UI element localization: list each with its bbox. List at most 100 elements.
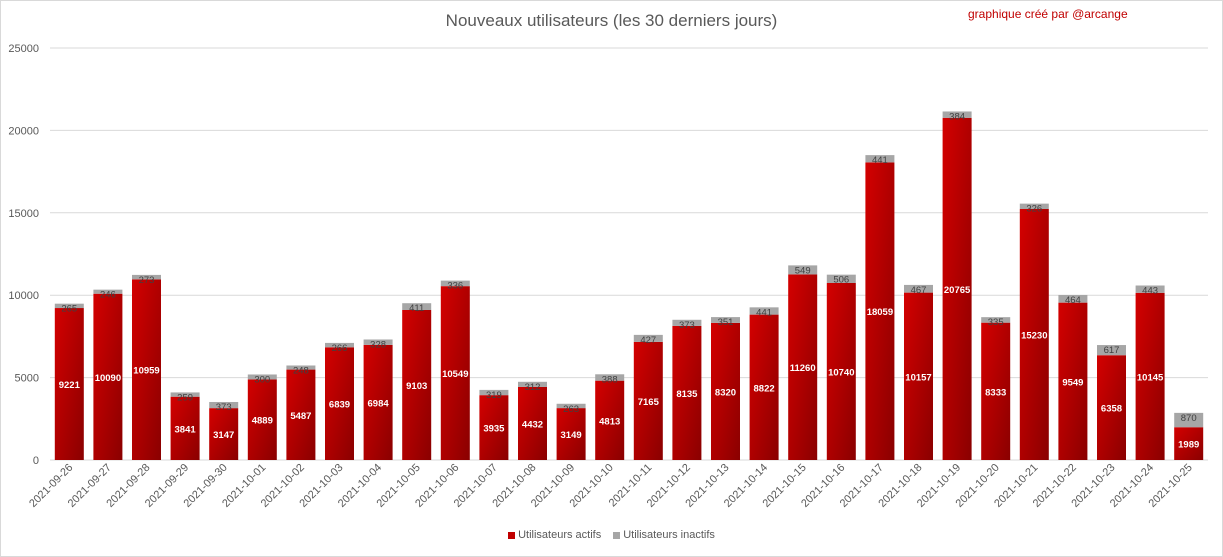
bar-inactifs xyxy=(247,374,277,380)
legend-swatch xyxy=(508,531,516,539)
data-label-inactifs: 464 xyxy=(1065,295,1081,306)
bar-inactifs xyxy=(1135,285,1165,293)
data-label-inactifs: 411 xyxy=(409,303,424,314)
data-label-inactifs: 265 xyxy=(61,304,77,315)
data-label-actifs: 8320 xyxy=(715,387,736,398)
bar-actifs xyxy=(1019,209,1049,460)
data-label-inactifs: 617 xyxy=(1104,345,1120,356)
data-label-inactifs: 336 xyxy=(447,281,463,292)
bar-actifs xyxy=(595,380,625,460)
data-label-actifs: 1989 xyxy=(1178,440,1199,451)
data-label-actifs: 4889 xyxy=(252,416,273,427)
data-label-actifs: 3149 xyxy=(561,430,582,441)
bar-actifs xyxy=(363,344,393,460)
legend-swatch xyxy=(613,531,621,539)
bar-actifs xyxy=(556,408,586,460)
bar-actifs xyxy=(247,379,277,460)
bar-inactifs xyxy=(788,265,818,275)
bar-inactifs xyxy=(1058,294,1088,303)
bar-inactifs xyxy=(595,374,625,381)
bar-actifs xyxy=(402,309,432,460)
data-label-actifs: 6358 xyxy=(1101,404,1122,415)
data-label-inactifs: 328 xyxy=(370,339,386,350)
data-label-actifs: 20765 xyxy=(944,285,971,296)
bar-inactifs xyxy=(1174,412,1204,428)
data-label-inactifs: 300 xyxy=(254,374,270,385)
bar-inactifs xyxy=(170,392,200,397)
data-label-actifs: 8333 xyxy=(985,387,1006,398)
data-label-inactifs: 467 xyxy=(911,285,927,296)
data-label-inactifs: 319 xyxy=(486,390,502,401)
bar-actifs xyxy=(440,286,470,460)
bar-actifs xyxy=(93,293,123,460)
bar-inactifs xyxy=(363,339,393,345)
data-label-actifs: 10090 xyxy=(95,373,121,384)
chart-credit: graphique créé par @arcange xyxy=(968,7,1128,21)
data-label-actifs: 7165 xyxy=(638,397,660,408)
bar-inactifs xyxy=(865,155,895,163)
bar-inactifs xyxy=(440,280,470,287)
data-label-actifs: 10740 xyxy=(828,368,854,379)
y-tick-label: 15000 xyxy=(8,208,39,220)
data-label-actifs: 15230 xyxy=(1021,331,1047,342)
bar-inactifs xyxy=(672,319,702,326)
bar-actifs xyxy=(633,341,663,460)
bar-inactifs xyxy=(54,303,84,309)
data-label-inactifs: 259 xyxy=(177,392,193,403)
bar-actifs xyxy=(479,395,509,460)
data-label-actifs: 11260 xyxy=(790,363,816,374)
bar-inactifs xyxy=(749,307,779,315)
data-label-actifs: 6984 xyxy=(368,398,390,409)
data-label-inactifs: 326 xyxy=(1026,204,1042,215)
data-label-inactifs: 441 xyxy=(872,155,888,166)
data-label-inactifs: 335 xyxy=(988,317,1004,328)
bar-actifs xyxy=(286,369,316,460)
bar-inactifs xyxy=(711,317,740,323)
bar-actifs xyxy=(1135,292,1165,460)
legend: Utilisateurs actifs Utilisateurs inactif… xyxy=(0,529,1223,541)
data-label-inactifs: 870 xyxy=(1181,413,1197,424)
legend-label: Utilisateurs inactifs xyxy=(623,529,715,541)
bar-inactifs xyxy=(556,403,586,409)
data-label-actifs: 8822 xyxy=(754,383,775,394)
data-label-actifs: 9103 xyxy=(406,381,427,392)
bar-actifs xyxy=(1174,427,1204,460)
data-label-inactifs: 263 xyxy=(563,404,579,415)
bar-inactifs xyxy=(1097,345,1126,356)
data-label-actifs: 18059 xyxy=(867,307,893,318)
y-tick-label: 5000 xyxy=(15,373,39,385)
bar-actifs xyxy=(132,279,161,460)
bar-inactifs xyxy=(132,274,161,280)
bar-actifs xyxy=(826,283,856,460)
data-label-inactifs: 388 xyxy=(602,374,618,385)
data-label-inactifs: 312 xyxy=(525,382,541,393)
y-tick-label: 20000 xyxy=(8,125,39,137)
bar-actifs xyxy=(749,314,779,460)
data-label-actifs: 6839 xyxy=(329,400,350,411)
bar-actifs xyxy=(1058,302,1088,460)
bar-actifs xyxy=(942,117,972,461)
bar-actifs xyxy=(711,322,740,460)
data-label-inactifs: 248 xyxy=(293,365,309,376)
data-label-actifs: 3935 xyxy=(483,424,505,435)
data-label-actifs: 4432 xyxy=(522,419,543,430)
legend-item-inactifs: Utilisateurs inactifs xyxy=(613,529,715,541)
data-label-inactifs: 373 xyxy=(216,402,232,413)
bar-inactifs xyxy=(942,111,972,118)
data-label-actifs: 3841 xyxy=(175,424,197,435)
bar-inactifs xyxy=(826,274,856,284)
bar-inactifs xyxy=(1019,203,1049,210)
y-tick-label: 0 xyxy=(33,455,39,467)
data-label-actifs: 8135 xyxy=(676,389,698,400)
data-label-actifs: 9221 xyxy=(59,380,81,391)
data-label-actifs: 4813 xyxy=(599,416,620,427)
data-label-inactifs: 351 xyxy=(718,317,734,328)
bar-inactifs xyxy=(518,381,547,387)
data-label-actifs: 10549 xyxy=(442,369,468,380)
bar-actifs xyxy=(170,396,200,460)
bar-actifs xyxy=(672,325,702,460)
bar-inactifs xyxy=(209,401,239,409)
bar-actifs xyxy=(325,347,354,460)
y-tick-label: 10000 xyxy=(8,290,39,302)
